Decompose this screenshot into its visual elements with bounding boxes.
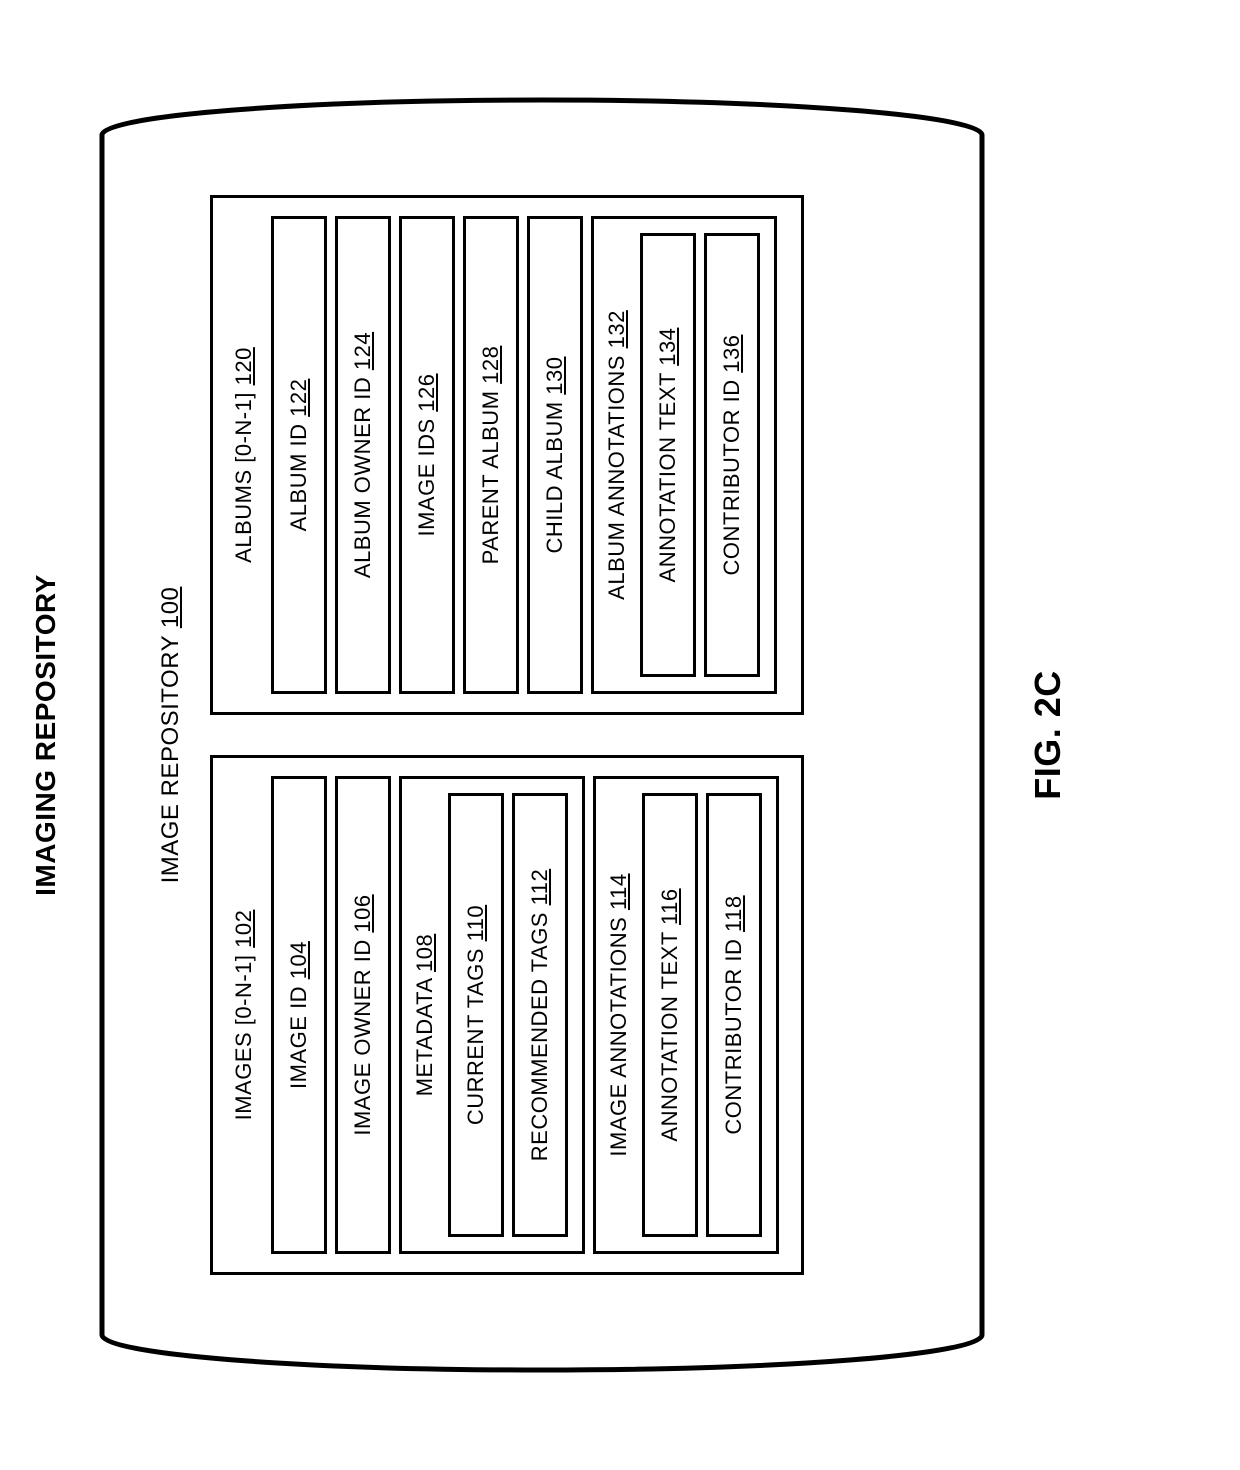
image-ids-ref: 126	[414, 373, 439, 411]
image-id-label: IMAGE ID	[286, 986, 311, 1089]
recommended-tags-ref: 112	[527, 869, 552, 906]
image-id-ref: 104	[286, 941, 311, 979]
album-owner-id-ref: 124	[350, 332, 375, 370]
page: IMAGING REPOSITORY IMAGE REPOSITORY 100 …	[0, 0, 1240, 1470]
image-ids-cell: IMAGE IDS 126	[399, 216, 455, 694]
current-tags-ref: 110	[463, 905, 488, 942]
image-ids-label: IMAGE IDS	[414, 418, 439, 536]
album-id-ref: 122	[286, 379, 311, 417]
album-annotation-text-ref: 134	[655, 328, 680, 366]
parent-album-ref: 128	[478, 346, 503, 384]
images-header-label: IMAGES [0-N-1]	[231, 954, 256, 1120]
columns-row: IMAGES [0-N-1] 102 IMAGE ID 104 IMAGE OW…	[210, 145, 804, 1325]
repository-title: IMAGE REPOSITORY 100	[157, 587, 185, 884]
recommended-tags-label: RECOMMENDED TAGS	[527, 912, 552, 1161]
image-id-cell: IMAGE ID 104	[271, 776, 327, 1254]
parent-album-cell: PARENT ALBUM 128	[463, 216, 519, 694]
album-annotations-box: ALBUM ANNOTATIONS 132 ANNOTATION TEXT 13…	[591, 216, 777, 694]
child-album-cell: CHILD ALBUM 130	[527, 216, 583, 694]
album-contributor-id-ref: 136	[719, 335, 744, 373]
album-contributor-id-label: CONTRIBUTOR ID	[719, 379, 744, 575]
metadata-box: METADATA 108 CURRENT TAGS 110 RECOMMENDE…	[399, 776, 585, 1254]
album-id-label: ALBUM ID	[286, 423, 311, 531]
image-annotations-label: IMAGE ANNOTATIONS	[606, 917, 631, 1157]
image-annotation-text-cell: ANNOTATION TEXT 116	[642, 793, 698, 1237]
album-owner-id-label: ALBUM OWNER ID	[350, 377, 375, 578]
images-header-ref: 102	[231, 910, 256, 948]
metadata-title: METADATA 108	[412, 793, 438, 1237]
images-box: IMAGES [0-N-1] 102 IMAGE ID 104 IMAGE OW…	[210, 755, 804, 1275]
repository-body: IMAGE REPOSITORY 100 IMAGES [0-N-1] 102 …	[147, 145, 937, 1325]
image-annotations-ref: 114	[606, 873, 631, 910]
repository-title-label: IMAGE REPOSITORY	[157, 635, 184, 883]
child-album-label: CHILD ALBUM	[542, 401, 567, 553]
album-contributor-id-cell: CONTRIBUTOR ID 136	[704, 233, 760, 677]
albums-box: ALBUMS [0-N-1] 120 ALBUM ID 122 ALBUM OW…	[210, 195, 804, 715]
current-tags-label: CURRENT TAGS	[463, 948, 488, 1125]
album-id-cell: ALBUM ID 122	[271, 216, 327, 694]
albums-header-label: ALBUMS [0-N-1]	[231, 392, 256, 563]
album-owner-id-cell: ALBUM OWNER ID 124	[335, 216, 391, 694]
image-owner-id-ref: 106	[350, 894, 375, 932]
cylinder-container: IMAGE REPOSITORY 100 IMAGES [0-N-1] 102 …	[92, 95, 992, 1375]
images-header: IMAGES [0-N-1] 102	[231, 776, 257, 1254]
current-tags-cell: CURRENT TAGS 110	[448, 793, 504, 1237]
album-annotation-text-label: ANNOTATION TEXT	[655, 372, 680, 582]
image-contributor-id-label: CONTRIBUTOR ID	[721, 939, 746, 1135]
image-annotation-text-ref: 116	[657, 888, 682, 925]
child-album-ref: 130	[542, 356, 567, 394]
image-owner-id-label: IMAGE OWNER ID	[350, 939, 375, 1135]
diagram-title: IMAGING REPOSITORY	[30, 574, 62, 896]
album-annotations-label: ALBUM ANNOTATIONS	[604, 355, 629, 600]
album-annotations-title: ALBUM ANNOTATIONS 132	[604, 233, 630, 677]
albums-header-ref: 120	[231, 347, 256, 385]
parent-album-label: PARENT ALBUM	[478, 390, 503, 564]
image-annotations-box: IMAGE ANNOTATIONS 114 ANNOTATION TEXT 11…	[593, 776, 779, 1254]
figure-label: FIG. 2C	[1027, 670, 1069, 800]
image-contributor-id-cell: CONTRIBUTOR ID 118	[706, 793, 762, 1237]
metadata-ref: 108	[412, 934, 437, 972]
image-annotations-title: IMAGE ANNOTATIONS 114	[606, 793, 632, 1237]
image-owner-id-cell: IMAGE OWNER ID 106	[335, 776, 391, 1254]
repository-title-ref: 100	[157, 587, 184, 629]
recommended-tags-cell: RECOMMENDED TAGS 112	[512, 793, 568, 1237]
image-annotation-text-label: ANNOTATION TEXT	[657, 932, 682, 1142]
albums-header: ALBUMS [0-N-1] 120	[231, 216, 257, 694]
album-annotations-ref: 132	[604, 310, 629, 348]
album-annotation-text-cell: ANNOTATION TEXT 134	[640, 233, 696, 677]
image-contributor-id-ref: 118	[721, 895, 746, 932]
metadata-label: METADATA	[412, 979, 437, 1097]
